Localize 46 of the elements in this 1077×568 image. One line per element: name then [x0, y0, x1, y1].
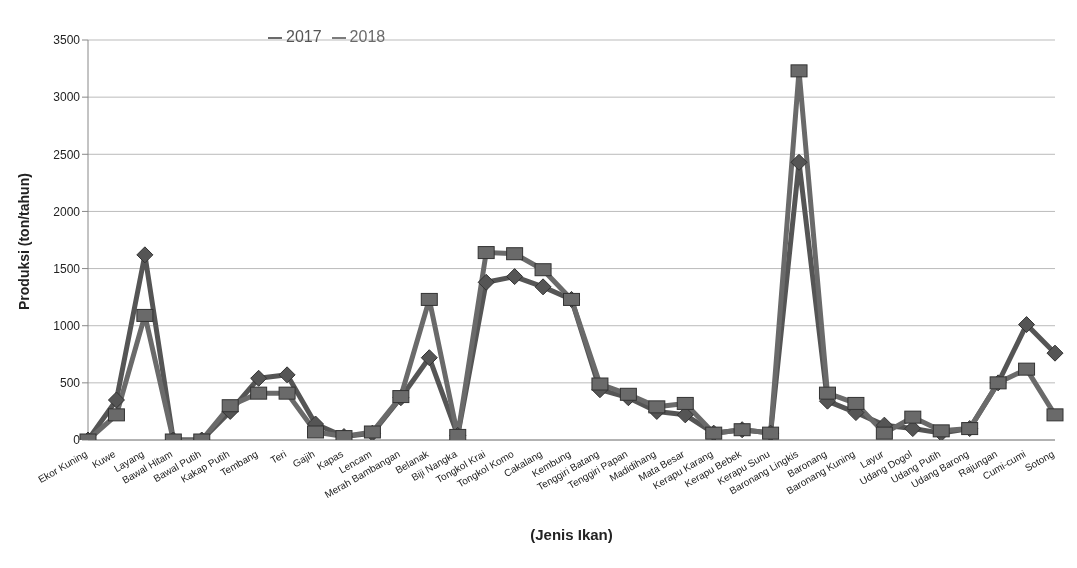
point [107, 391, 125, 409]
y-tick-label: 0 [73, 433, 81, 448]
x-tick-label: Teri [268, 448, 289, 466]
point [676, 396, 694, 410]
point [534, 278, 552, 296]
point [591, 377, 609, 391]
point [790, 153, 808, 171]
point [1046, 408, 1064, 422]
point [904, 410, 922, 424]
y-tick-label: 500 [59, 376, 81, 391]
point [818, 386, 836, 400]
point [1046, 344, 1064, 362]
point [250, 369, 268, 387]
point [534, 263, 552, 277]
y-axis-title: Produksi (ton/tahun) [15, 173, 32, 310]
y-tick-label: 2500 [53, 147, 81, 162]
point [1018, 316, 1036, 334]
legend-label: 2017 [286, 28, 322, 45]
y-tick-label: 1500 [53, 261, 81, 276]
point [221, 399, 239, 413]
y-tick-label: 2000 [53, 204, 81, 219]
point [107, 408, 125, 422]
point [420, 349, 438, 367]
point [506, 247, 524, 261]
y-tick-label: 1000 [53, 318, 81, 333]
y-tick-label: 3000 [53, 90, 81, 105]
point [619, 387, 637, 401]
point [648, 400, 666, 414]
point [790, 64, 808, 78]
point [136, 246, 154, 264]
point [506, 268, 524, 286]
point [250, 386, 268, 400]
x-axis-title: (Jenis Ikan) [530, 526, 613, 543]
point [1018, 362, 1036, 376]
point [307, 425, 325, 439]
point [847, 396, 865, 410]
point [875, 426, 893, 440]
legend-label: 2018 [349, 28, 386, 45]
point [420, 292, 438, 306]
point [477, 246, 495, 260]
point [278, 366, 296, 384]
point [477, 273, 495, 291]
y-tick-label: 3500 [53, 33, 81, 48]
point [136, 308, 154, 322]
x-tick-label: Gajih [290, 448, 317, 470]
point [278, 386, 296, 400]
